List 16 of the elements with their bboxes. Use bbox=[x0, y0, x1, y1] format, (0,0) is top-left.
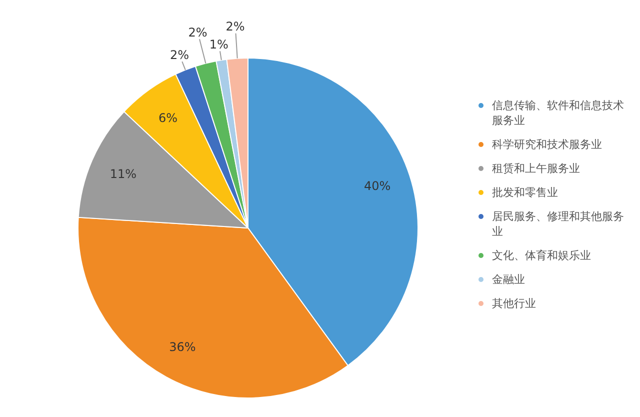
data-label: 2% bbox=[226, 19, 245, 34]
legend-label: 其他行业 bbox=[492, 296, 536, 310]
data-label: 40% bbox=[364, 178, 391, 193]
legend-label: 信息传输、软件和信息技术服务业 bbox=[492, 98, 625, 128]
data-label: 2% bbox=[170, 48, 190, 62]
legend-label: 文化、体育和娱乐业 bbox=[492, 248, 591, 262]
legend-label: 科学研究和技术服务业 bbox=[492, 136, 602, 152]
data-label: 36% bbox=[169, 340, 196, 354]
data-label: 11% bbox=[110, 166, 137, 181]
legend-label: 租赁和上午服务业 bbox=[492, 160, 580, 176]
legend-label: 居民服务、修理和其他服务业 bbox=[492, 208, 625, 238]
data-label: 2% bbox=[188, 25, 208, 40]
data-label: 6% bbox=[158, 110, 178, 125]
legend-label: 批发和零售业 bbox=[492, 184, 558, 200]
legend-label: 金融业 bbox=[492, 272, 525, 286]
data-label: 1% bbox=[209, 37, 228, 52]
